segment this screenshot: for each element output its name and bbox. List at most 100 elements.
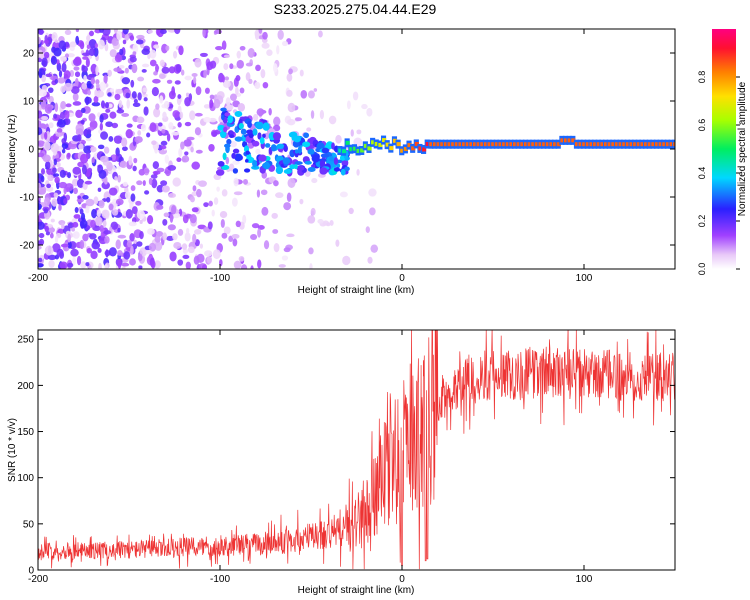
heatmap-cell	[191, 161, 201, 170]
heatmap-cell	[356, 129, 362, 135]
carrier-cell	[363, 143, 368, 148]
heatmap-cell	[72, 101, 82, 106]
heatmap-cell	[43, 39, 49, 45]
heatmap-cell	[98, 39, 105, 50]
heatmap-cell	[255, 148, 261, 155]
heatmap-cell	[147, 228, 155, 235]
heatmap-cell	[81, 82, 88, 90]
heatmap-cell	[231, 233, 240, 239]
carrier-cell	[403, 146, 408, 151]
heatmap-cell	[225, 156, 230, 165]
heatmap-cell	[154, 235, 161, 243]
heatmap-cell	[43, 208, 49, 214]
heatmap-cell	[91, 208, 97, 219]
heatmap-cell	[141, 63, 150, 68]
heatmap-cell	[282, 157, 291, 165]
heatmap-cell	[275, 166, 284, 175]
heatmap-cell	[129, 233, 135, 242]
carrier-cell	[389, 146, 394, 151]
carrier-cell	[596, 142, 601, 147]
heatmap-cell	[308, 247, 314, 255]
heatmap-cell	[107, 69, 112, 77]
heatmap-cell	[136, 210, 146, 220]
heatmap-cell	[263, 240, 270, 250]
heatmap-cell	[153, 44, 160, 49]
carrier-cell	[669, 142, 674, 147]
heatmap-cell	[58, 204, 62, 211]
heatmap-cell	[273, 243, 280, 253]
carrier-cell	[378, 143, 383, 148]
carrier-cell	[345, 140, 350, 145]
heatmap-cell	[201, 264, 208, 269]
heatmap-cell	[97, 112, 101, 118]
heatmap-cell	[51, 198, 58, 207]
heatmap-cell	[90, 250, 98, 260]
heatmap-cell	[151, 178, 158, 189]
heatmap-cell	[246, 129, 254, 135]
heatmap-cell	[121, 262, 130, 267]
heatmap-cell	[124, 34, 130, 41]
heatmap-cell	[208, 200, 213, 207]
heatmap-cell	[299, 198, 304, 205]
heatmap-cell	[68, 143, 77, 150]
heatmap-cell	[64, 53, 70, 58]
carrier-cell	[523, 142, 529, 147]
heatmap-cell	[38, 89, 47, 97]
heatmap-cell	[67, 262, 74, 268]
heatmap-cell	[143, 168, 150, 174]
heatmap-cell	[45, 231, 50, 236]
heatmap-cell	[38, 152, 45, 158]
heatmap-cell	[132, 165, 137, 172]
heatmap-cell	[57, 118, 66, 128]
heatmap-cell	[160, 180, 168, 187]
heatmap-cell	[261, 42, 270, 49]
y-tick-label: 150	[17, 427, 34, 438]
carrier-cell	[553, 142, 558, 147]
heatmap-cell	[78, 143, 84, 150]
carrier-cell	[574, 142, 580, 147]
heatmap-cell	[94, 43, 99, 49]
heatmap-cell	[233, 177, 239, 187]
heatmap-cell	[103, 230, 112, 235]
heatmap-cell	[320, 153, 330, 158]
heatmap-cell	[318, 30, 323, 38]
heatmap-cell	[258, 154, 267, 162]
heatmap-cell	[80, 107, 86, 114]
heatmap-cell	[236, 59, 244, 69]
colorbar-tick-label: 0.4	[697, 167, 707, 180]
heatmap-cell	[211, 209, 215, 217]
heatmap-cell	[264, 143, 271, 148]
carrier-cell	[476, 142, 481, 147]
heatmap-cell	[232, 168, 239, 174]
heatmap-cell	[230, 140, 237, 148]
heatmap-cell	[261, 206, 269, 216]
heatmap-cell	[286, 233, 295, 238]
heatmap-cell	[297, 146, 302, 154]
carrier-cell	[611, 142, 616, 147]
heatmap-cell	[119, 48, 124, 56]
heatmap-cell	[86, 35, 91, 42]
heatmap-cell	[321, 147, 329, 154]
heatmap-cell	[128, 155, 133, 166]
heatmap-cell	[135, 200, 142, 206]
heatmap-cell	[255, 121, 264, 130]
heatmap-cell	[163, 100, 170, 109]
heatmap-cell	[49, 232, 54, 239]
heatmap-cell	[104, 263, 109, 269]
heatmap-cell	[104, 102, 110, 109]
heatmap-cell	[82, 195, 89, 200]
heatmap-cell	[108, 187, 118, 196]
carrier-cell	[371, 140, 376, 145]
heatmap-cell	[137, 76, 145, 82]
heatmap-cell	[326, 222, 331, 227]
heatmap-cell	[159, 59, 165, 67]
heatmap-cell	[80, 261, 87, 269]
heatmap-cell	[130, 193, 136, 202]
heatmap-cell	[270, 144, 277, 152]
colorbar-tick-label: 0.2	[697, 215, 707, 228]
snr-xlabel: Height of straight line (km)	[298, 585, 415, 596]
heatmap-cell	[172, 110, 180, 118]
heatmap-cell	[299, 69, 304, 77]
heatmap-cell	[153, 107, 161, 118]
heatmap-cell	[217, 124, 225, 131]
